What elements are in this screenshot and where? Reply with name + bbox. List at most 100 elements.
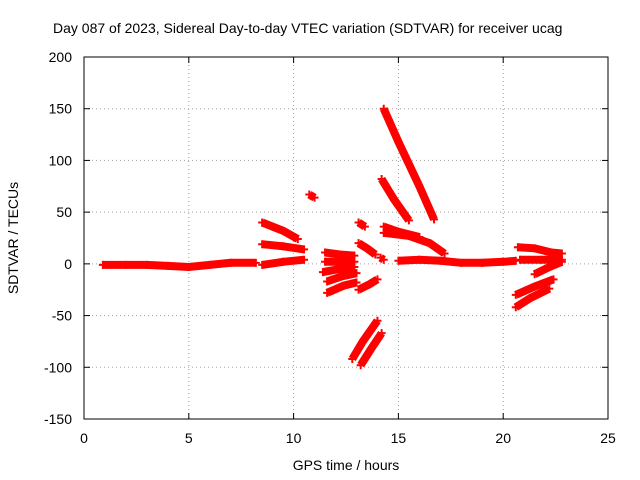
data-point [348,355,357,364]
data-point [323,277,332,286]
grid [84,57,608,419]
data-point [547,248,556,257]
data-point [545,262,554,271]
plot-frame [83,56,609,420]
data-point [335,265,344,274]
data-point [478,258,487,267]
series-trace [383,228,447,257]
series-arc-20.6-22.4h [511,275,558,299]
series-baseline-0-8h [98,258,260,272]
x-tick-label: 25 [600,430,616,446]
data-point [394,256,403,265]
data-point [515,255,524,264]
series-arc-11.5-13h-d [323,269,361,286]
data-point [321,248,330,257]
data-point [557,257,566,266]
data-point [390,195,399,204]
series-dot-14.2h [376,253,388,264]
data-point [310,193,319,202]
series-dip-13.2-14.2h [356,329,386,370]
data-point [425,239,434,248]
data-point [258,240,267,249]
data-point [279,257,288,266]
data-point [513,243,522,252]
y-tick-label: 100 [49,152,73,168]
data-point [511,256,520,265]
data-point [318,268,327,277]
data-point [142,260,151,269]
y-tick-label: 0 [64,256,72,272]
data-point [362,244,371,253]
data-point [323,288,332,297]
data-point [373,316,382,325]
data-point [300,255,309,264]
data-point [545,284,554,293]
series-arc-11.5-13h-a [321,248,359,260]
data-point [354,239,363,248]
series-arc-8.5-10h-upper [258,218,302,244]
series-arc-8.5-10.5h-mid [258,240,309,254]
data-point [430,215,439,224]
series-arc-11.5-13h-c [318,262,359,277]
series-trace [380,107,438,222]
data-point [394,137,403,146]
data-point [373,275,382,284]
data-point [354,218,363,227]
data-point [379,255,388,264]
data-point [184,262,193,271]
y-tick-label: -150 [44,411,72,427]
y-tick-label: -50 [52,308,72,324]
data-point [526,293,535,302]
series-blip-10.8h [305,190,319,202]
data-point [121,260,130,269]
series-arc-11.5-13h-e [323,278,361,297]
y-tick-label: 200 [49,49,73,65]
data-point [163,261,172,270]
y-tick-label: 50 [56,204,72,220]
series-arc-13-14h [354,275,382,294]
series-trace [260,218,300,243]
data-point [98,260,107,269]
data-point [337,272,346,281]
data-point [404,216,413,225]
data-point [530,244,539,253]
axis-ticks: 0 5 10 15 20 25 -150 -100 -50 0 50 100 150 200 [44,49,616,446]
x-tick-label: 10 [286,430,302,446]
data-point [358,337,367,346]
data-point [530,270,539,279]
data-point [404,231,413,240]
y-tick-label: 150 [49,101,73,117]
data-point [511,290,520,299]
data-point [335,250,344,259]
data-point [371,250,380,259]
data-point [279,226,288,235]
data-point [436,256,445,265]
data-point [356,361,365,370]
data-point [293,235,302,244]
data-point [352,269,361,278]
series-baseline-15-20.5h [394,255,520,267]
series-arc-14.2-15.5h [377,175,413,225]
data-point [321,257,330,266]
data-point [268,222,277,231]
series-arc-20.7-22.8h-upper [513,243,566,258]
series-dip-12.8-14h [348,316,382,364]
data-point [354,285,363,294]
chart-title: Day 087 of 2023, Sidereal Day-to-day VTE… [53,20,562,36]
data-point [530,282,539,291]
x-tick-label: 0 [80,430,88,446]
data-point [379,228,388,237]
series-arc-13.1-13.5h [354,218,369,231]
data-point [300,245,309,254]
data-point [457,258,466,267]
data-point [305,190,314,199]
data-point [415,255,424,264]
series-arc-8.5-10.5h-low [258,255,309,269]
data-point [377,175,386,184]
x-tick-label: 15 [391,430,407,446]
y-axis-title: SDTVAR / TECUs [5,182,21,294]
data-point [339,281,348,290]
data-point [365,280,374,289]
data-point [415,182,424,191]
